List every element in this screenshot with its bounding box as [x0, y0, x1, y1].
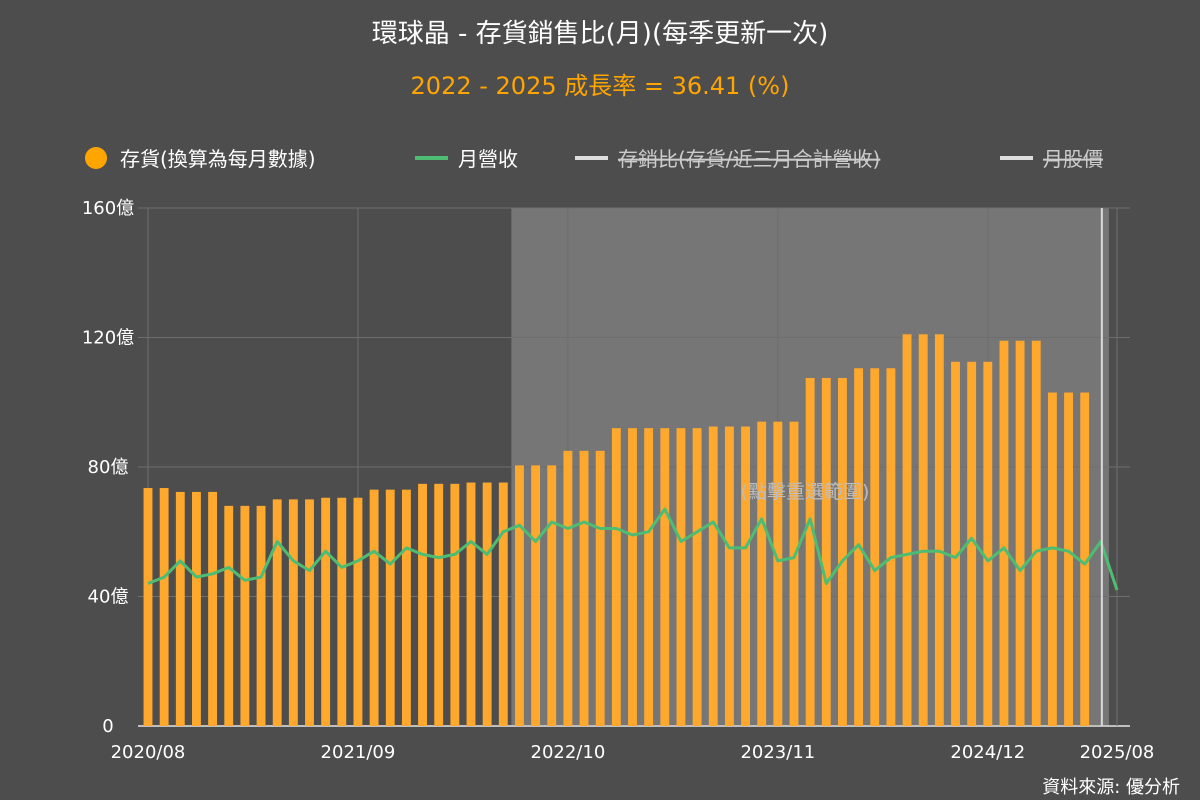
inventory-bar[interactable]	[757, 421, 767, 726]
inventory-bar[interactable]	[321, 497, 331, 726]
inventory-bar[interactable]	[547, 465, 557, 726]
inventory-bar[interactable]	[143, 488, 153, 726]
inventory-bar[interactable]	[450, 483, 460, 726]
inventory-bar[interactable]	[1015, 340, 1025, 726]
inventory-bar[interactable]	[418, 483, 427, 726]
inventory-bar[interactable]	[272, 499, 282, 726]
inventory-bar[interactable]	[385, 489, 395, 726]
inventory-bar[interactable]	[175, 491, 185, 726]
inventory-bar[interactable]	[821, 377, 831, 726]
inventory-bar[interactable]	[676, 428, 686, 726]
legend-item-revenue[interactable]: 月營收	[415, 147, 518, 171]
inventory-bar[interactable]	[967, 361, 977, 726]
inventory-bars	[143, 334, 1090, 726]
inventory-bar[interactable]	[288, 499, 298, 726]
data-source: 資料來源: 優分析	[1042, 777, 1180, 798]
inventory-bar[interactable]	[789, 421, 799, 726]
inventory-bar[interactable]	[838, 377, 847, 726]
inventory-bar[interactable]	[644, 428, 654, 726]
x-tick-label: 2021/09	[321, 742, 396, 763]
inventory-bar[interactable]	[515, 465, 524, 726]
legend-item-price[interactable]: 月股價	[1000, 147, 1103, 171]
inventory-bar[interactable]	[305, 499, 314, 726]
inventory-bar[interactable]	[983, 361, 993, 726]
inventory-bar[interactable]	[498, 482, 508, 726]
inventory-bar[interactable]	[482, 482, 492, 726]
inventory-bar[interactable]	[434, 483, 444, 726]
legend-price-label: 月股價	[1043, 147, 1103, 171]
chart-subtitle: 2022 - 2025 成長率 = 36.41 (%)	[411, 72, 790, 100]
chart-title: 環球晶 - 存貨銷售比(月)(每季更新一次)	[372, 19, 829, 49]
inventory-bar[interactable]	[369, 489, 379, 726]
inventory-bar[interactable]	[773, 421, 783, 726]
inventory-bar[interactable]	[805, 377, 815, 726]
inventory-bar[interactable]	[1064, 392, 1073, 726]
legend-inventory-label: 存貨(換算為每月數據)	[120, 147, 316, 171]
inventory-bar[interactable]	[579, 450, 589, 726]
inventory-bar[interactable]	[1047, 392, 1057, 726]
y-tick-label: 120億	[82, 328, 134, 349]
inventory-bar[interactable]	[1031, 340, 1041, 726]
y-tick-label: 160億	[82, 198, 134, 219]
inventory-bar[interactable]	[692, 428, 702, 726]
inventory-bar[interactable]	[192, 491, 201, 726]
inventory-bar[interactable]	[999, 340, 1009, 726]
inventory-bar[interactable]	[951, 361, 960, 726]
x-tick-label: 2020/08	[111, 742, 186, 763]
legend: 存貨(換算為每月數據) 月營收 存銷比(存貨/近三月合計營收) 月股價	[85, 147, 1103, 171]
x-axis: 2020/08 2021/09 2022/10 2023/11 2024/12 2025/…	[111, 742, 1155, 763]
inventory-bar[interactable]	[531, 465, 541, 726]
inventory-bar[interactable]	[741, 426, 750, 726]
inventory-bar[interactable]	[401, 489, 411, 726]
reselect-range-hint[interactable]: (點擊重選範圍)	[741, 481, 870, 503]
y-tick-label: 0	[102, 716, 113, 737]
inventory-bar[interactable]	[870, 368, 880, 726]
inventory-bar[interactable]	[902, 334, 912, 726]
revenue-line	[147, 507, 1119, 591]
x-tick-label: 2022/10	[531, 742, 606, 763]
inventory-bar[interactable]	[611, 428, 621, 726]
legend-revenue-label: 月營收	[458, 147, 518, 171]
legend-inventory-marker	[85, 147, 107, 169]
inventory-bar[interactable]	[563, 450, 573, 726]
inventory-bar[interactable]	[724, 426, 734, 726]
inventory-bar[interactable]	[224, 505, 234, 726]
inventory-bar[interactable]	[256, 505, 266, 726]
inventory-bar[interactable]	[159, 488, 169, 726]
legend-item-inventory[interactable]: 存貨(換算為每月數據)	[85, 147, 316, 171]
y-axis: 0 40億 80億 120億 160億	[82, 198, 134, 737]
y-tick-label: 80億	[88, 457, 129, 478]
inventory-bar[interactable]	[208, 491, 218, 726]
inventory-bar[interactable]	[628, 428, 637, 726]
inventory-bar[interactable]	[934, 334, 944, 726]
inventory-bar[interactable]	[466, 482, 476, 726]
inventory-bar[interactable]	[353, 497, 363, 726]
y-tick-label: 40億	[88, 587, 129, 608]
inventory-bar[interactable]	[240, 505, 250, 726]
inventory-bar[interactable]	[886, 368, 896, 726]
inventory-bar[interactable]	[708, 426, 718, 726]
inventory-bar[interactable]	[660, 428, 670, 726]
legend-item-ratio[interactable]: 存銷比(存貨/近三月合計營收)	[575, 147, 880, 171]
x-tick-label: 2023/11	[740, 742, 815, 763]
legend-ratio-label: 存銷比(存貨/近三月合計營收)	[618, 147, 880, 171]
inventory-bar[interactable]	[1080, 392, 1090, 726]
x-tick-label: 2025/08	[1080, 742, 1155, 763]
inventory-bar[interactable]	[337, 497, 347, 726]
x-tick-label: 2024/12	[950, 742, 1025, 763]
inventory-bar[interactable]	[595, 450, 605, 726]
inventory-bar[interactable]	[918, 334, 928, 726]
